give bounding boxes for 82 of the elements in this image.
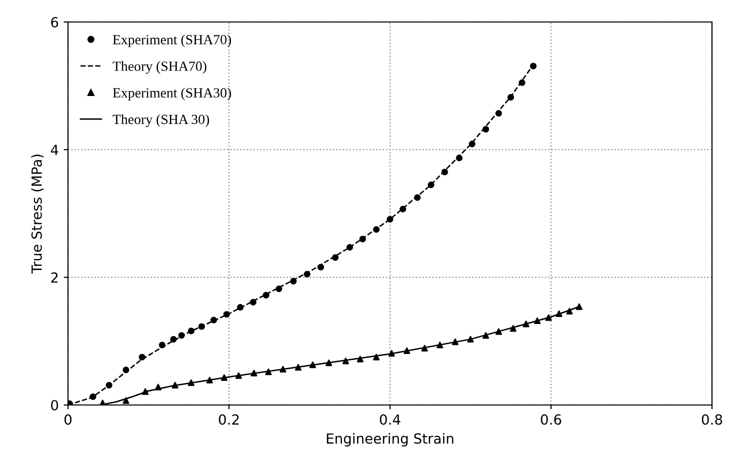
point (530, 62, 537, 70)
point (158, 342, 166, 348)
legend-label: Experiment (SHA70) (112, 34, 232, 48)
point (518, 79, 526, 86)
point (388, 350, 395, 357)
y-tick-label: 0 (51, 400, 58, 410)
point (359, 236, 366, 242)
point (404, 347, 410, 354)
point (265, 368, 272, 376)
x-tick-label: 0.6 (540, 414, 562, 425)
point (421, 344, 428, 352)
point (206, 376, 213, 384)
x-tick-label: 0.2 (218, 414, 239, 425)
legend-label: Theory (SHA 30) (112, 114, 210, 127)
legend-label: Theory (SHA70) (112, 61, 206, 74)
point (188, 379, 194, 386)
point (468, 140, 476, 148)
point (276, 286, 282, 292)
x-tick-label: 0.8 (702, 414, 722, 425)
point (250, 298, 256, 306)
point (99, 400, 106, 405)
x-tick-label: 0.4 (380, 414, 400, 425)
point (534, 317, 541, 324)
point (495, 328, 502, 335)
point (566, 308, 573, 314)
point (373, 354, 380, 360)
point (235, 372, 242, 379)
point (332, 254, 339, 261)
point (441, 168, 448, 176)
y-tick-label: 4 (50, 144, 58, 155)
point (482, 332, 490, 339)
point (545, 314, 552, 321)
point (467, 336, 474, 343)
point (342, 358, 350, 364)
point (188, 328, 194, 334)
point (414, 194, 421, 201)
point (309, 361, 316, 368)
point (373, 226, 380, 233)
point (90, 393, 96, 400)
point (220, 374, 228, 381)
x-tick-label: 0 (64, 414, 72, 425)
point (122, 366, 130, 374)
y-tick-label: 6 (51, 16, 58, 28)
point (154, 384, 162, 390)
point (428, 181, 434, 188)
x-axis-title: Engineering Strain (326, 433, 454, 446)
point (172, 382, 178, 389)
point (510, 325, 516, 332)
point (522, 320, 530, 328)
point (142, 388, 149, 395)
point (304, 270, 310, 278)
point (386, 216, 394, 223)
point (106, 382, 112, 389)
point (122, 397, 130, 404)
point (356, 356, 364, 362)
point (452, 338, 458, 346)
point (170, 336, 177, 343)
point (262, 292, 270, 298)
point (507, 94, 514, 101)
point (482, 126, 490, 133)
point (400, 206, 406, 212)
point (294, 364, 302, 371)
point (280, 366, 286, 373)
y-tick-label: 2 (51, 272, 58, 283)
point (456, 154, 463, 162)
point (250, 370, 258, 376)
point (236, 304, 244, 311)
point (210, 316, 217, 324)
point (495, 110, 502, 117)
point (436, 342, 444, 348)
legend-label: Experiment (SHA30) (112, 88, 232, 100)
point (290, 278, 297, 284)
point (223, 311, 230, 318)
point (198, 323, 205, 330)
point (178, 332, 185, 339)
point (576, 303, 582, 310)
point (556, 310, 562, 318)
point (326, 360, 332, 366)
point (138, 354, 146, 360)
point (317, 264, 324, 270)
point (346, 244, 354, 251)
y-axis-title: True Stress (MPa) (31, 154, 44, 274)
